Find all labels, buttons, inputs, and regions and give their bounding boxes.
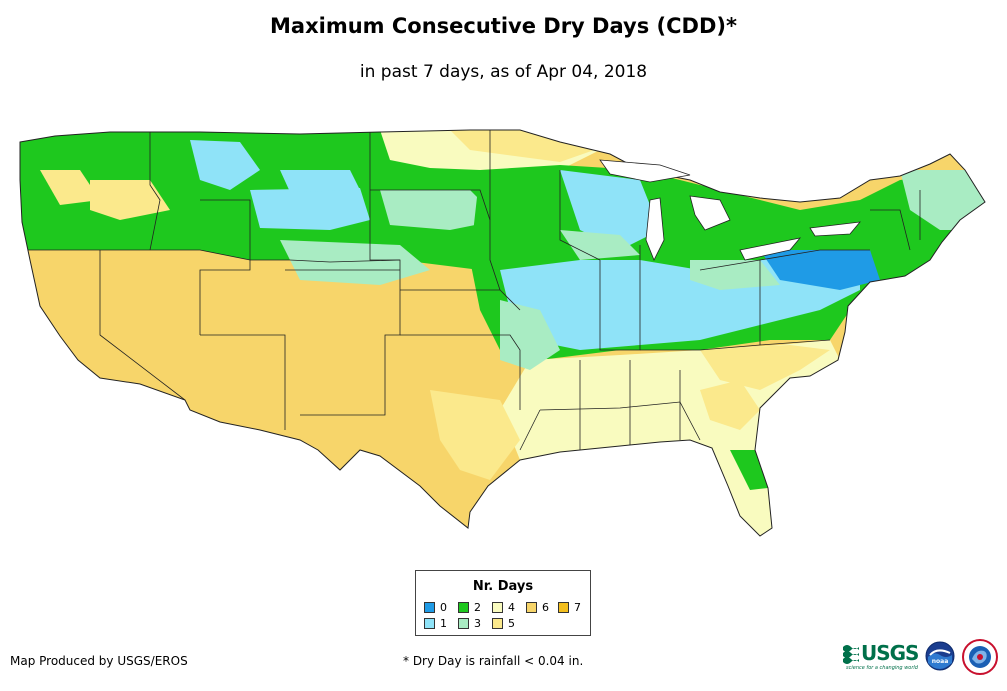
zone-central-plains-3-days	[280, 240, 430, 285]
zone-east-texas-5-days	[430, 390, 520, 480]
zone-pennsylvania-0-days	[760, 250, 880, 290]
zone-nebraska-3-days	[380, 190, 500, 230]
legend-label: 4	[508, 601, 515, 614]
legend-swatch	[492, 618, 503, 629]
nws-logo	[962, 639, 998, 675]
zone-oregon-5-days	[90, 180, 170, 220]
us-map-svg	[19, 129, 986, 537]
legend-swatch	[424, 618, 435, 629]
legend-label: 2	[474, 601, 481, 614]
usgs-logo: USGS science for a changing world	[843, 641, 921, 675]
us-map	[0, 110, 1007, 560]
usgs-wave-icon	[843, 645, 859, 664]
usgs-logo-text: USGS	[861, 641, 919, 665]
legend-item: 4	[492, 601, 515, 615]
legend-title: Nr. Days	[472, 579, 534, 594]
legend-label: 6	[542, 601, 549, 614]
zone-idaho-1-day	[190, 140, 260, 190]
legend-label: 0	[440, 601, 447, 614]
zone-iowa-3-days	[560, 230, 640, 260]
us-outline	[19, 129, 986, 537]
great-lakes	[599, 159, 861, 261]
map-credit: Map Produced by USGS/EROS	[10, 654, 188, 668]
legend-swatch	[558, 602, 569, 613]
map-title: Maximum Consecutive Dry Days (CDD)*	[270, 14, 737, 38]
legend-label: 7	[574, 601, 581, 614]
zone-wyoming-1-day	[250, 188, 370, 230]
noaa-logo: noaa	[925, 641, 955, 671]
usgs-tagline: science for a changing world	[846, 665, 918, 671]
zone-montana-1-day	[280, 170, 360, 192]
map-subtitle: in past 7 days, as of Apr 04, 2018	[359, 62, 648, 82]
state-borders	[28, 130, 921, 451]
legend-swatch	[526, 602, 537, 613]
zone-new-england-3-days	[900, 170, 985, 230]
legend-label: 1	[440, 617, 447, 630]
lake-erie	[739, 237, 802, 261]
legend-item: 3	[458, 617, 481, 631]
legend: Nr. Days 0 1 2 3 4 5 6 7	[415, 570, 591, 636]
legend-swatch	[458, 602, 469, 613]
legend-label: 3	[474, 617, 481, 630]
legend-item: 7	[558, 601, 581, 615]
legend-item: 2	[458, 601, 481, 615]
legend-item: 0	[424, 601, 447, 615]
legend-item: 1	[424, 617, 447, 631]
nws-emblem-icon	[962, 639, 998, 675]
zone-great-lakes-3-days	[690, 260, 780, 290]
lake-michigan	[645, 197, 665, 261]
noaa-emblem-icon: noaa	[925, 641, 955, 671]
zone-georgia-5-days	[700, 380, 760, 430]
zone-washington-5-days	[40, 170, 100, 205]
dry-day-footnote: * Dry Day is rainfall < 0.04 in.	[403, 654, 584, 668]
noaa-logo-text: noaa	[932, 658, 949, 665]
legend-label: 5	[508, 617, 515, 630]
lake-ontario	[809, 221, 861, 237]
zone-wisconsin-1-day	[560, 170, 660, 250]
legend-item: 5	[492, 617, 515, 631]
zone-missouri-3-days	[500, 300, 560, 370]
legend-item: 6	[526, 601, 549, 615]
lake-superior	[599, 159, 691, 183]
legend-swatch	[458, 618, 469, 629]
lake-huron	[689, 195, 731, 231]
legend-swatch	[492, 602, 503, 613]
zone-carolinas-5-days	[700, 345, 830, 390]
legend-swatch	[424, 602, 435, 613]
